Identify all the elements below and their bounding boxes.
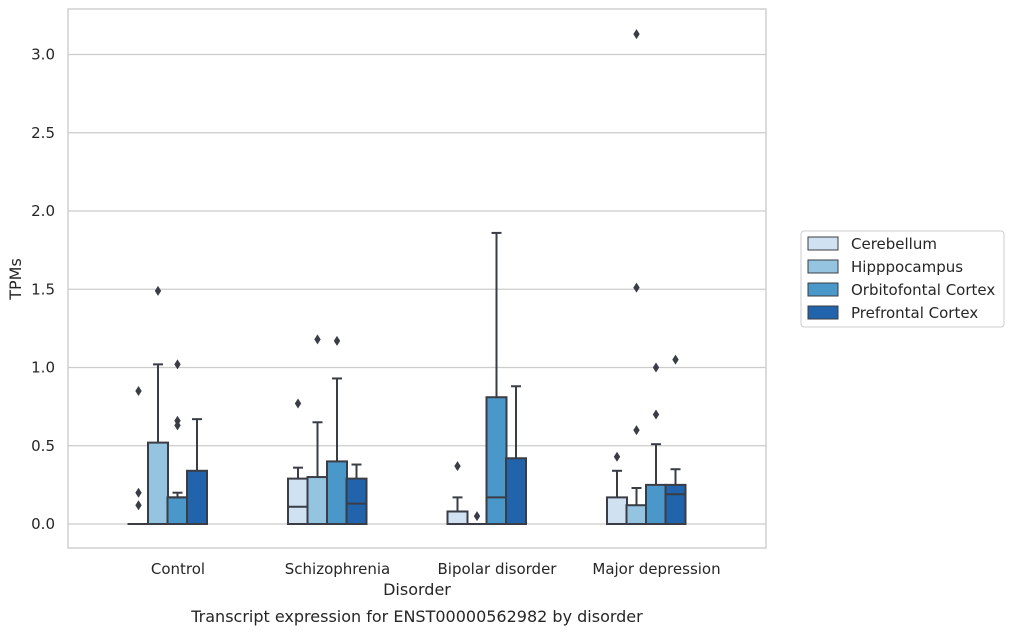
plot-background xyxy=(68,9,766,548)
y-tick-label: 2.5 xyxy=(31,124,55,142)
box-orbitofontal-cortex xyxy=(326,377,348,525)
outlier-point xyxy=(633,425,640,436)
iqr-box xyxy=(326,460,348,525)
iqr-box xyxy=(345,477,368,525)
box-prefrontal-cortex xyxy=(345,463,368,525)
box-prefrontal-cortex xyxy=(505,385,527,525)
box-orbitofontal-cortex xyxy=(166,491,189,525)
legend-label: Orbitofontal Cortex xyxy=(851,281,995,299)
box-orbitofontal-cortex xyxy=(645,443,667,525)
y-tick-label: 0.5 xyxy=(31,437,55,455)
iqr-box xyxy=(306,476,329,525)
iqr-box xyxy=(166,496,189,525)
outlier-point xyxy=(613,451,621,462)
legend: Cerebellum Hipppocampus Orbitofontal Corte… xyxy=(800,230,1005,328)
iqr-box xyxy=(625,504,648,526)
y-axis-label: TPMs xyxy=(6,258,25,301)
iqr-box xyxy=(505,457,527,525)
outlier-point xyxy=(473,511,481,522)
box-cerebellum xyxy=(446,496,469,526)
figure-caption: Transcript expression for ENST0000056298… xyxy=(190,607,643,626)
y-tick-label: 1.0 xyxy=(31,359,55,377)
outlier-point xyxy=(135,487,142,498)
outlier-point xyxy=(652,409,660,420)
legend-label: Cerebellum xyxy=(851,235,937,253)
outlier-point xyxy=(333,335,341,346)
x-tick-labels: Control Schizophrenia Bipolar disorder Majo… xyxy=(151,560,721,578)
y-tick-labels: 0.0 0.5 1.0 1.5 2.0 2.5 3.0 xyxy=(31,46,55,534)
iqr-box xyxy=(645,483,667,525)
outlier-point xyxy=(154,285,162,296)
iqr-box xyxy=(664,483,687,525)
outlier-point xyxy=(174,415,181,426)
legend-frame xyxy=(800,230,1005,328)
legend-label: Hipppocampus xyxy=(851,258,963,276)
iqr-box xyxy=(606,496,628,525)
boxes xyxy=(127,231,687,526)
box-hipppocampus xyxy=(147,363,169,525)
box-prefrontal-cortex xyxy=(186,418,208,526)
iqr-box xyxy=(485,396,508,525)
outlier-point xyxy=(294,398,302,409)
x-tick-label: Bipolar disorder xyxy=(438,560,558,578)
y-tick-label: 3.0 xyxy=(31,46,55,64)
outlier-point xyxy=(633,282,640,293)
x-axis-label: Disorder xyxy=(383,580,451,599)
y-tick-label: 2.0 xyxy=(31,202,55,220)
y-tick-label: 0.0 xyxy=(31,515,55,533)
legend-swatch xyxy=(807,282,839,297)
box-orbitofontal-cortex xyxy=(485,231,508,525)
outlier-point xyxy=(135,500,142,511)
iqr-box xyxy=(147,441,169,525)
legend-swatch xyxy=(807,305,839,320)
y-tick-label: 1.5 xyxy=(31,280,55,298)
outliers xyxy=(135,29,679,522)
plot-frame xyxy=(67,8,767,549)
x-tick-label: Major depression xyxy=(592,560,720,578)
legend-swatch xyxy=(807,236,839,251)
outlier-point xyxy=(174,359,181,370)
iqr-box xyxy=(446,510,469,526)
outlier-point xyxy=(135,385,142,396)
box-prefrontal-cortex xyxy=(664,468,687,525)
box-cerebellum xyxy=(287,466,309,525)
outlier-point xyxy=(672,354,679,365)
x-tick-label: Schizophrenia xyxy=(285,560,390,578)
iqr-box xyxy=(287,477,309,525)
x-tick-label: Control xyxy=(151,560,205,578)
iqr-box xyxy=(186,469,208,526)
outlier-point xyxy=(314,334,321,345)
outlier-point xyxy=(454,461,461,472)
legend-swatch xyxy=(807,259,839,274)
legend-label: Prefrontal Cortex xyxy=(851,304,978,322)
outlier-point xyxy=(633,29,640,40)
outlier-point xyxy=(652,362,660,373)
